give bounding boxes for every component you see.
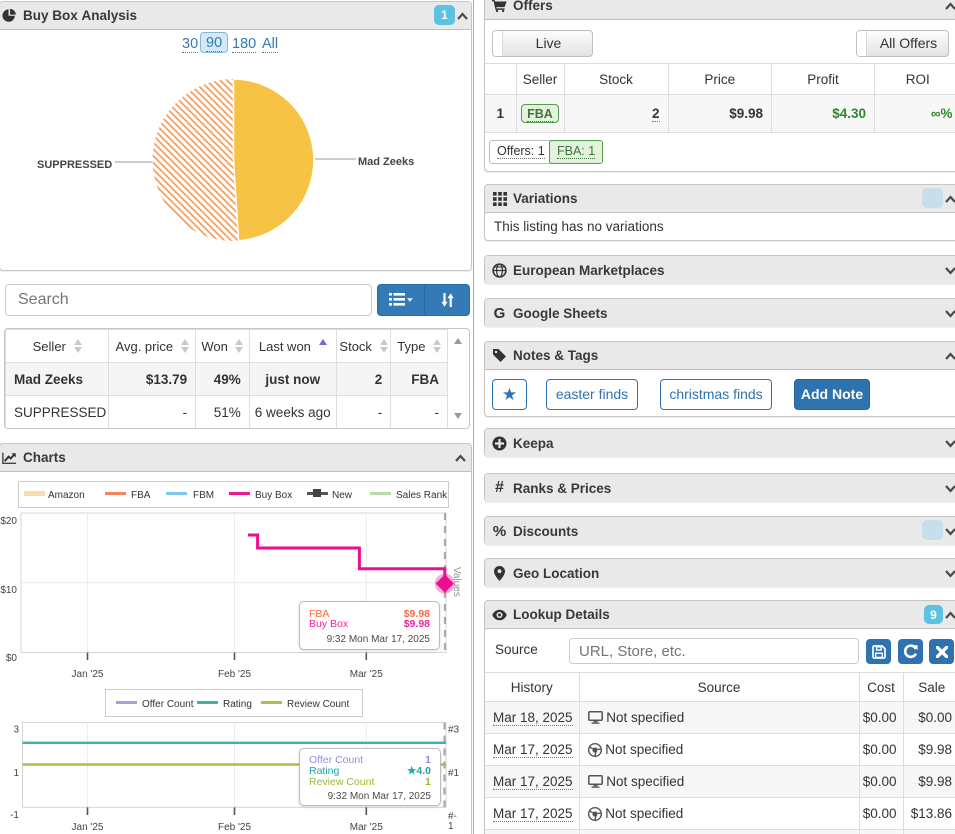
svg-text:1: 1 [13, 768, 19, 779]
svg-text:1: 1 [448, 821, 454, 832]
svg-text:Jan '25: Jan '25 [72, 822, 104, 833]
svg-text:#3: #3 [448, 725, 460, 736]
svg-text:Jan '25: Jan '25 [72, 669, 104, 680]
svg-text:-1: -1 [10, 810, 19, 821]
svg-text:Values: Values [451, 567, 462, 597]
svg-text:Feb '25: Feb '25 [218, 669, 251, 680]
svg-text:Feb '25: Feb '25 [218, 822, 251, 833]
svg-text:#1: #1 [448, 768, 460, 779]
svg-text:3: 3 [13, 725, 19, 736]
svg-text:$20: $20 [0, 516, 17, 527]
svg-text:Mar '25: Mar '25 [350, 669, 383, 680]
svg-text:$10: $10 [0, 585, 17, 596]
svg-text:Mar '25: Mar '25 [350, 822, 383, 833]
svg-text:#-: #- [448, 811, 457, 822]
svg-text:$0: $0 [6, 653, 18, 664]
